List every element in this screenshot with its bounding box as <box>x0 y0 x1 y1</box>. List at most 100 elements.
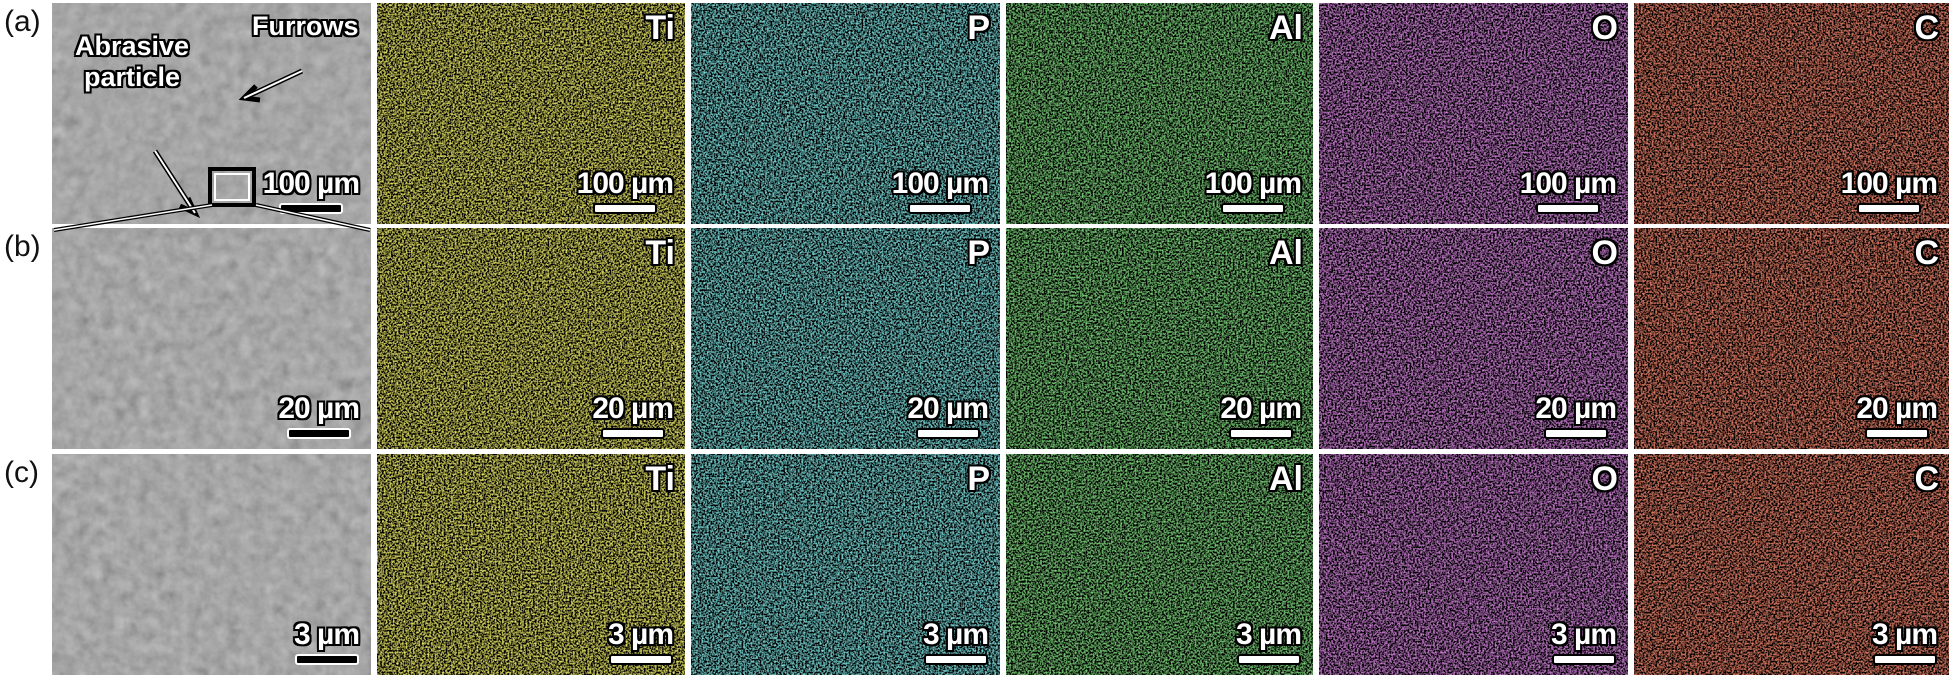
eds-panel-ti: Ti 100 µm <box>377 3 685 224</box>
element-label: Ti <box>645 460 675 498</box>
scale-bar: 20 µm <box>592 392 674 439</box>
element-label: P <box>967 234 990 272</box>
scale-bar-label: 20 µm <box>278 392 360 425</box>
eds-map-image <box>1634 228 1949 449</box>
element-label: C <box>1914 234 1939 272</box>
row-label: (a) <box>4 5 41 38</box>
sem-image <box>52 228 371 449</box>
scale-bar-label: 100 µm <box>1519 167 1617 200</box>
scale-bar: 20 µm <box>1220 392 1302 439</box>
scale-bar: 3 µm <box>923 618 989 665</box>
scale-bar-label: 3 µm <box>294 618 360 651</box>
eds-panel-al: Al 3 µm <box>1006 454 1313 675</box>
scale-bar: 100 µm <box>1519 167 1617 214</box>
scale-bar-label: 3 µm <box>608 618 674 651</box>
eds-map-image <box>1319 228 1628 449</box>
abrasive-particle-label: Abrasive particle <box>74 31 190 93</box>
eds-panel-p: P 3 µm <box>691 454 1000 675</box>
scale-bar-line <box>1535 203 1600 214</box>
eds-map-image <box>1319 454 1628 675</box>
scale-bar-label: 20 µm <box>1220 392 1302 425</box>
element-label: O <box>1591 234 1618 272</box>
element-label: Ti <box>645 234 675 272</box>
eds-map-image <box>1634 3 1949 224</box>
scale-bar: 100 µm <box>262 167 360 214</box>
scale-bar-line <box>1872 654 1937 665</box>
scale-bar: 3 µm <box>1872 618 1938 665</box>
eds-panel-p: P 20 µm <box>691 228 1000 449</box>
scale-bar: 100 µm <box>576 167 674 214</box>
eds-panel-c: C 3 µm <box>1634 454 1949 675</box>
scale-bar-label: 100 µm <box>1840 167 1938 200</box>
row-label: (c) <box>4 456 39 489</box>
scale-bar: 20 µm <box>907 392 989 439</box>
eds-map-image <box>1006 228 1313 449</box>
scale-bar-label: 100 µm <box>891 167 989 200</box>
element-label: Al <box>1269 234 1303 272</box>
scale-bar-line <box>1220 203 1285 214</box>
eds-panel-al: Al 100 µm <box>1006 3 1313 224</box>
eds-map-image <box>1006 3 1313 224</box>
scale-bar-label: 100 µm <box>262 167 360 200</box>
scale-bar: 3 µm <box>294 618 360 665</box>
element-label: P <box>967 460 990 498</box>
scale-bar-label: 100 µm <box>1204 167 1302 200</box>
sem-panel: 3 µm <box>52 454 371 675</box>
eds-map-image <box>377 454 685 675</box>
scale-bar-line <box>608 654 673 665</box>
sem-image <box>52 454 371 675</box>
sem-panel: 20 µm <box>52 228 371 449</box>
scale-bar: 100 µm <box>1840 167 1938 214</box>
scale-bar: 100 µm <box>891 167 989 214</box>
scale-bar-label: 20 µm <box>1535 392 1617 425</box>
scale-bar-label: 3 µm <box>1872 618 1938 651</box>
eds-map-image <box>1319 3 1628 224</box>
eds-panel-o: O 100 µm <box>1319 3 1628 224</box>
scale-bar: 3 µm <box>1551 618 1617 665</box>
scale-bar-label: 3 µm <box>923 618 989 651</box>
furrows-label: Furrows <box>252 11 359 41</box>
scale-bar-line <box>1228 428 1293 439</box>
scale-bar: 3 µm <box>608 618 674 665</box>
eds-map-image <box>691 228 1000 449</box>
eds-map-image <box>377 228 685 449</box>
eds-map-image <box>691 454 1000 675</box>
eds-map-image <box>691 3 1000 224</box>
scale-bar-line <box>923 654 988 665</box>
scale-bar: 20 µm <box>1535 392 1617 439</box>
element-label: C <box>1914 460 1939 498</box>
scale-bar-label: 100 µm <box>576 167 674 200</box>
scale-bar-line <box>1236 654 1301 665</box>
scale-bar-line <box>1856 203 1921 214</box>
sem-panel: 100 µm Furrows Abrasive particle <box>52 3 371 224</box>
scale-bar-label: 20 µm <box>592 392 674 425</box>
element-label: P <box>967 9 990 47</box>
scale-bar-label: 3 µm <box>1551 618 1617 651</box>
scale-bar-label: 3 µm <box>1236 618 1302 651</box>
eds-panel-o: O 3 µm <box>1319 454 1628 675</box>
eds-map-image <box>1634 454 1949 675</box>
eds-panel-c: C 20 µm <box>1634 228 1949 449</box>
scale-bar-line <box>592 203 657 214</box>
scale-bar: 3 µm <box>1236 618 1302 665</box>
eds-panel-p: P 100 µm <box>691 3 1000 224</box>
eds-panel-c: C 100 µm <box>1634 3 1949 224</box>
scale-bar-line <box>286 428 351 439</box>
row-label: (b) <box>4 230 41 263</box>
scale-bar: 100 µm <box>1204 167 1302 214</box>
eds-map-image <box>377 3 685 224</box>
element-label: Al <box>1269 460 1303 498</box>
scale-bar-line <box>1551 654 1616 665</box>
scale-bar-label: 20 µm <box>1856 392 1938 425</box>
scale-bar-label: 20 µm <box>907 392 989 425</box>
scale-bar-line <box>600 428 665 439</box>
eds-panel-o: O 20 µm <box>1319 228 1628 449</box>
scale-bar-line <box>278 203 343 214</box>
eds-panel-ti: Ti 20 µm <box>377 228 685 449</box>
scale-bar-line <box>1864 428 1929 439</box>
scale-bar: 20 µm <box>1856 392 1938 439</box>
eds-map-image <box>1006 454 1313 675</box>
scale-bar-line <box>915 428 980 439</box>
scale-bar-line <box>907 203 972 214</box>
eds-panel-al: Al 20 µm <box>1006 228 1313 449</box>
